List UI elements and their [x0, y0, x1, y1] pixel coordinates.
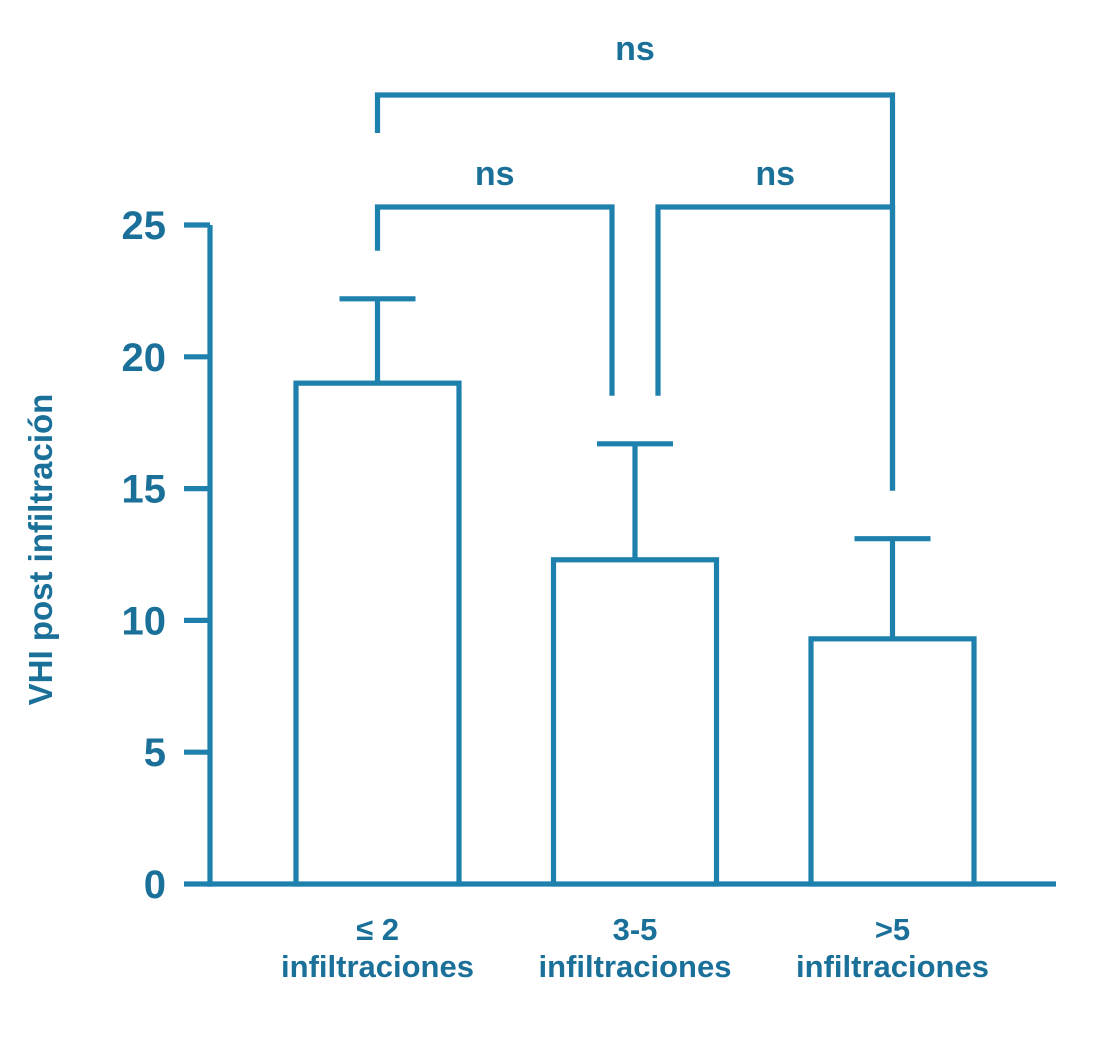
x-category-line1: 3-5 — [613, 912, 658, 947]
y-tick-label: 0 — [144, 863, 166, 907]
bar — [293, 380, 462, 887]
bar — [808, 636, 977, 887]
y-tick-label: 15 — [122, 468, 167, 512]
x-category-line2: infiltraciones — [539, 949, 732, 984]
significance-bracket — [374, 204, 615, 396]
significance-label: ns — [755, 155, 795, 193]
bar — [550, 557, 720, 887]
x-category-line2: infiltraciones — [796, 949, 989, 984]
y-axis-title: VHI post infiltración — [22, 394, 59, 706]
significance-bracket — [655, 204, 896, 491]
significance-label: ns — [615, 30, 655, 68]
x-category-line1: >5 — [875, 912, 910, 947]
y-tick-label: 25 — [122, 204, 167, 248]
significance-bracket — [374, 92, 896, 491]
y-tick-label: 10 — [122, 599, 167, 643]
y-tick-label: 20 — [122, 336, 167, 380]
x-category-line1: ≤ 2 — [356, 912, 399, 947]
y-tick-label: 5 — [144, 731, 166, 775]
significance-label: ns — [475, 155, 515, 193]
x-category-line2: infiltraciones — [281, 949, 474, 984]
